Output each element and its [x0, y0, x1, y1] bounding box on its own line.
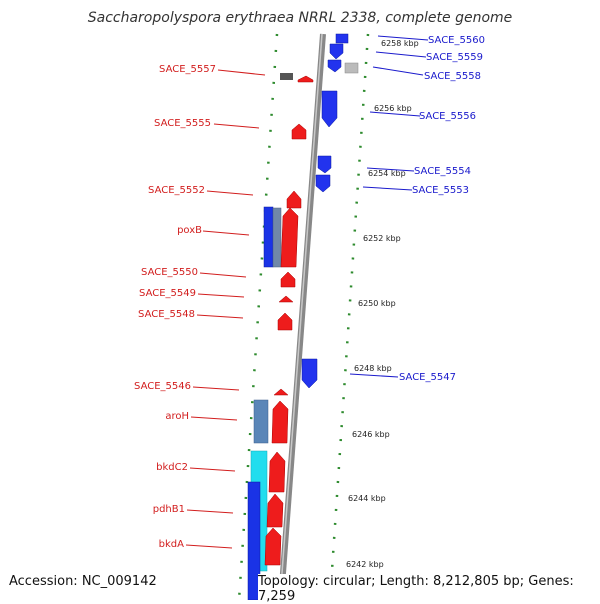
gene-feature[interactable] [253, 399, 269, 444]
label-leader-line [375, 51, 427, 58]
gene-label[interactable]: SACE_5552 [148, 185, 205, 196]
gene-feature[interactable] [301, 358, 318, 389]
gene-label[interactable]: SACE_5548 [138, 309, 195, 320]
gene-feature[interactable] [280, 207, 299, 268]
gene-label[interactable]: aroH [165, 411, 189, 422]
kbp-tick-label: 6254 kbp [368, 169, 406, 178]
label-leader-line [185, 544, 233, 549]
gene-feature[interactable] [321, 90, 338, 128]
gene-label[interactable]: SACE_5555 [154, 118, 211, 129]
label-leader-line [213, 123, 260, 129]
gene-feature[interactable] [271, 400, 289, 444]
left-gene-labels: SACE_5557 SACE_5555 SACE_5552 poxB SACE_… [134, 64, 266, 550]
genome-backbone [278, 33, 326, 600]
label-leader-line [202, 230, 250, 236]
label-leader-line [206, 190, 254, 196]
label-leader-line [196, 314, 244, 319]
kbp-tick-label: 6256 kbp [374, 104, 412, 113]
gene-feature[interactable] [291, 123, 307, 140]
kbp-tick-label: 6248 kbp [354, 364, 392, 373]
gene-label[interactable]: SACE_5557 [159, 64, 216, 75]
label-leader-line [217, 69, 266, 76]
gene-label[interactable]: SACE_5554 [414, 166, 471, 177]
gene-label[interactable]: SACE_5546 [134, 381, 191, 392]
reverse-strand-genes [247, 33, 359, 600]
gene-label[interactable]: SACE_5549 [139, 288, 196, 299]
gene-feature[interactable] [317, 155, 332, 174]
kbp-tick-label: 6252 kbp [363, 234, 401, 243]
kbp-tick-label: 6258 kbp [381, 39, 419, 48]
gene-label[interactable]: SACE_5556 [419, 111, 476, 122]
label-leader-line [369, 111, 421, 117]
gene-label[interactable]: SACE_5559 [426, 52, 483, 63]
gene-feature[interactable] [329, 43, 344, 60]
gene-label[interactable]: SACE_5553 [412, 185, 469, 196]
kbp-tick-label: 6246 kbp [352, 430, 390, 439]
label-leader-line [362, 186, 413, 191]
label-leader-line [189, 467, 236, 472]
gene-feature[interactable] [297, 75, 314, 83]
kbp-tick-label: 6244 kbp [348, 494, 386, 503]
label-leader-line [186, 509, 234, 514]
gene-feature[interactable] [315, 174, 331, 193]
label-leader-line [372, 66, 424, 76]
gene-label[interactable]: bkdA [159, 539, 184, 550]
gene-feature[interactable] [277, 312, 293, 331]
gene-feature[interactable] [264, 527, 282, 566]
kbp-scale: 6258 kbp 6256 kbp 6254 kbp 6252 kbp 6250… [346, 39, 419, 569]
genome-title: Saccharopolyspora erythraea NRRL 2338, c… [87, 10, 513, 26]
right-gene-labels: SACE_5560 SACE_5559 SACE_5558 SACE_5556 … [349, 35, 485, 383]
forward-strand-genes [264, 73, 314, 566]
gene-label[interactable]: SACE_5560 [428, 35, 485, 46]
gene-label[interactable]: SACE_5550 [141, 267, 198, 278]
label-leader-line [349, 373, 399, 378]
gene-label[interactable]: pdhB1 [153, 504, 185, 515]
kbp-tick-label: 6242 kbp [346, 560, 384, 569]
gene-feature[interactable] [268, 451, 286, 493]
gene-feature[interactable] [344, 62, 359, 74]
label-leader-line [199, 272, 247, 278]
gene-feature[interactable] [272, 207, 282, 268]
gene-label[interactable]: SACE_5547 [399, 372, 456, 383]
accession-label: Accession: NC_009142 [9, 574, 157, 589]
gene-feature[interactable] [263, 206, 274, 268]
label-leader-line [197, 293, 245, 298]
gene-feature[interactable] [280, 73, 293, 80]
gene-label[interactable]: SACE_5558 [424, 71, 481, 82]
gene-feature[interactable] [247, 481, 261, 600]
gene-feature[interactable] [266, 493, 284, 528]
gene-label[interactable]: poxB [177, 225, 202, 236]
label-leader-line [192, 386, 240, 391]
gene-feature[interactable] [273, 388, 289, 396]
label-leader-line [366, 167, 415, 172]
kbp-tick-label: 6250 kbp [358, 299, 396, 308]
gene-feature[interactable] [278, 295, 294, 303]
label-leader-line [190, 416, 238, 421]
gene-feature[interactable] [327, 59, 342, 73]
backbone-highlight [279, 33, 323, 600]
gene-label[interactable]: bkdC2 [156, 462, 188, 473]
gene-feature[interactable] [335, 33, 349, 44]
gene-feature[interactable] [280, 271, 296, 288]
gene-feature[interactable] [286, 190, 302, 209]
label-leader-line [377, 35, 429, 41]
